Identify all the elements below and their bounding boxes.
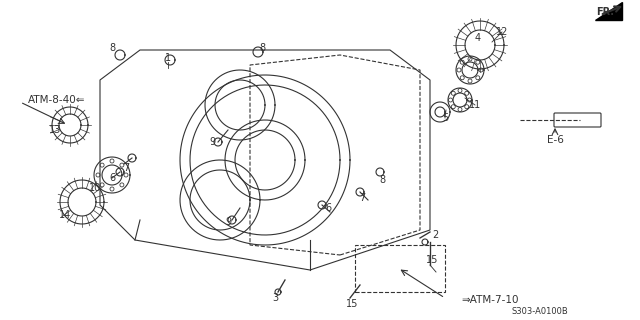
Text: 12: 12: [496, 27, 508, 37]
Text: 10: 10: [89, 183, 101, 193]
Text: 11: 11: [469, 100, 481, 110]
Text: ⇒ATM-7-10: ⇒ATM-7-10: [461, 295, 519, 305]
Text: S303-A0100B: S303-A0100B: [511, 308, 568, 316]
Text: 1: 1: [165, 53, 171, 63]
Text: FR.: FR.: [596, 7, 614, 17]
Text: 6: 6: [109, 173, 115, 183]
Polygon shape: [595, 2, 622, 20]
Text: 13: 13: [49, 125, 61, 135]
Text: E-6: E-6: [547, 135, 563, 145]
Text: 9: 9: [225, 217, 231, 227]
Text: 15: 15: [346, 299, 358, 309]
Text: 3: 3: [272, 293, 278, 303]
Text: 2: 2: [432, 230, 438, 240]
Text: ATM-8-40⇐: ATM-8-40⇐: [28, 95, 86, 105]
Text: 8: 8: [109, 43, 115, 53]
Text: 8: 8: [379, 175, 385, 185]
Text: 9: 9: [209, 137, 215, 147]
Text: 8: 8: [259, 43, 265, 53]
Text: 7: 7: [359, 193, 365, 203]
Text: 5: 5: [442, 113, 448, 123]
Text: 4: 4: [475, 33, 481, 43]
Text: 6: 6: [325, 203, 331, 213]
Text: 14: 14: [59, 210, 71, 220]
Text: 7: 7: [123, 163, 129, 173]
Text: 15: 15: [426, 255, 438, 265]
